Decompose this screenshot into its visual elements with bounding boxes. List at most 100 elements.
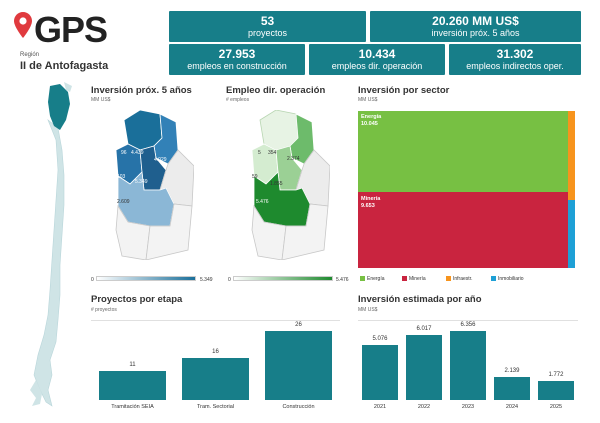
year-bar-value-3: 2.139 [504,367,520,374]
year-chart-title: Inversión estimada por año [358,294,482,305]
investment-legend-max: 5.349 [200,277,213,283]
investment-legend-min: 0 [91,277,94,283]
kpi-operation-jobs-label: empleos dir. operación [331,61,423,71]
employment-map [251,110,330,260]
employment-label-6: 5.476 [256,199,269,205]
location-pin-icon [14,12,32,38]
treemap-real-estate[interactable] [568,200,575,268]
employment-map-unit: # empleos [226,97,250,103]
investment-map-title: Inversión próx. 5 años [91,85,192,96]
legend-energy-label: Energía [367,276,385,282]
legend-real-estate-swatch [491,276,496,281]
legend-mining-swatch [402,276,407,281]
kpi-indirect-jobs-value: 31.302 [496,47,534,61]
year-chart: 5.076 2021 6.017 2022 6.356 2023 2.139 2024 1.77… [358,320,578,420]
year-bar-0[interactable] [362,344,398,400]
kpi-investment-label: inversión próx. 5 años [431,28,520,38]
stage-category-2: Construcción [282,404,315,410]
treemap-energy[interactable] [358,111,568,192]
kpi-projects-value: 53 [260,14,275,28]
emp-commune-san-pedro[interactable] [289,113,315,165]
stage-bar-1[interactable] [182,357,249,400]
chile-map [30,82,72,407]
region-name: II de Antofagasta [20,60,109,72]
treemap-energy-value: 10.045 [361,121,378,127]
region-label: Región [20,52,40,58]
stage-bar-2[interactable] [265,331,332,400]
year-bar-4[interactable] [538,380,574,400]
year-chart-gridline [358,320,578,321]
chile-mainland [33,119,65,407]
kpi-investment: 20.260 MM US$ inversión próx. 5 años [370,11,581,42]
legend-infrastructure-label: Infraestr. [453,276,473,282]
treemap-mining-value: 9.653 [361,203,375,209]
stage-category-1: Tram. Sectorial [196,404,235,410]
kpi-operation-jobs-value: 10.434 [358,47,396,61]
legend-mining-label: Minería [409,276,426,282]
kpi-construction-jobs: 27.953 empleos en construcción [169,44,305,75]
employment-legend-max: 5.476 [336,277,349,283]
stage-chart-ylabel: # proyectos [91,307,117,313]
investment-gradient-legend [96,276,196,281]
chile-antofagasta-region[interactable] [48,84,70,130]
commune-taltal[interactable] [115,204,151,260]
stage-bar-value-2: 26 [295,322,302,328]
employment-label-4: 59 [252,174,258,180]
stage-bar-0[interactable] [99,370,166,400]
year-category-0: 2021 [373,404,387,410]
stage-bar-value-0: 11 [129,361,136,368]
year-bar-3[interactable] [494,376,530,400]
treemap-mining[interactable] [358,192,568,268]
investment-label-5: 5.349 [135,179,148,185]
kpi-projects-label: proyectos [247,28,288,38]
year-bar-value-1: 6.017 [416,325,432,332]
commune-mejillones[interactable] [145,203,193,260]
kpi-investment-value: 20.260 MM US$ [432,14,519,28]
investment-label-6: 2.609 [117,199,130,205]
chile-south-islands [30,380,42,406]
stage-chart-title: Proyectos por etapa [91,294,183,305]
year-category-3: 2024 [505,404,519,410]
stage-bar-value-1: 16 [212,348,219,355]
employment-label-5: 1.855 [270,181,283,187]
legend-real-estate-label: Inmobiliario [498,276,524,282]
investment-label-2: 4.439 [131,150,144,156]
year-category-2: 2023 [461,404,475,410]
investment-label-3: 4.029 [154,157,167,163]
investment-label-4: 103 [117,174,126,180]
employment-legend-min: 0 [228,277,231,283]
year-bar-value-2: 6.356 [460,322,476,328]
employment-gradient-legend [233,276,333,281]
investment-map [115,110,194,260]
employment-label-1: 5 [258,150,261,156]
sector-unit: MM US$ [358,97,378,103]
kpi-construction-jobs-value: 27.953 [218,47,256,61]
emp-commune-taltal[interactable] [251,204,287,260]
year-category-4: 2025 [549,404,563,410]
year-bar-2[interactable] [450,331,486,400]
year-bar-value-4: 1.772 [548,371,564,378]
commune-san-pedro[interactable] [153,113,179,165]
year-bar-value-0: 5.076 [372,335,388,342]
year-bar-1[interactable] [406,334,442,400]
year-chart-ylabel: MM US$ [358,307,378,313]
treemap-energy-name: Energía [361,114,382,120]
kpi-construction-jobs-label: empleos en construcción [187,61,287,71]
sector-title: Inversión por sector [358,85,450,96]
gps-logo: GPS [14,8,108,52]
kpi-operation-jobs: 10.434 empleos dir. operación [309,44,445,75]
kpi-indirect-jobs: 31.302 empleos indirectos oper. [449,44,581,75]
stage-chart: 11 Tramitación SEIA 16 Tram. Sectorial 26 Con… [91,320,340,420]
logo-text: GPS [34,9,108,50]
kpi-projects: 53 proyectos [169,11,366,42]
kpi-indirect-jobs-label: empleos indirectos oper. [466,61,564,71]
treemap-infrastructure[interactable] [568,111,575,200]
chile-north-region [64,82,72,92]
emp-commune-mejillones[interactable] [281,203,329,260]
stage-category-0: Tramitación SEIA [111,404,154,410]
investment-label-1: 96 [121,150,127,156]
stage-chart-gridline [91,320,340,321]
investment-map-unit: MM US$ [91,97,111,103]
legend-infrastructure-swatch [446,276,451,281]
year-category-1: 2022 [417,404,431,410]
